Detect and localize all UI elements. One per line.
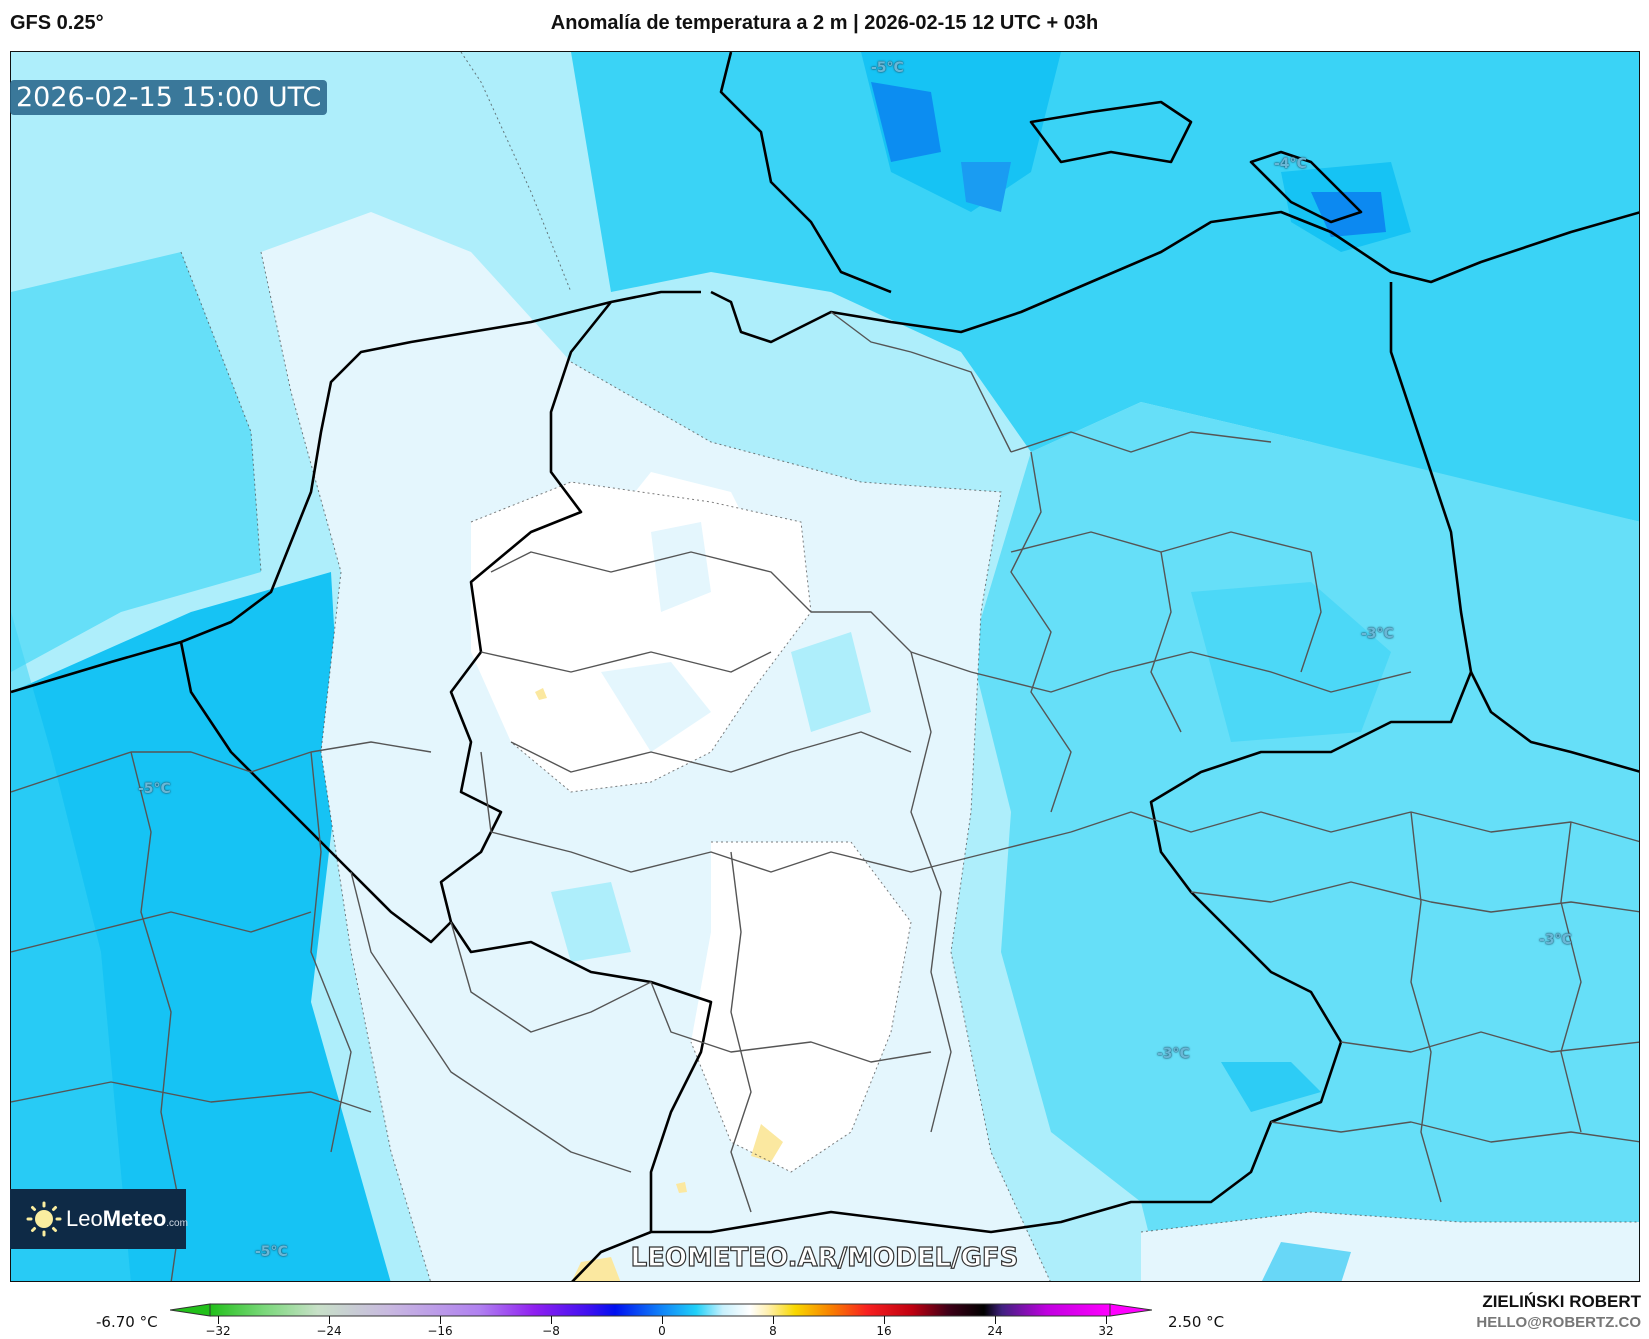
contour-label: -5°C [871, 60, 904, 76]
contour-label: -4°C [1274, 156, 1307, 172]
colorbar-max-value: 2.50 °C [1168, 1313, 1225, 1331]
colorbar-tick [329, 1316, 330, 1324]
colorbar-tick [1106, 1316, 1107, 1324]
colorbar-tick [773, 1316, 774, 1324]
colorbar-tick [662, 1316, 663, 1324]
leometeo-logo[interactable]: LeoMeteo.com [10, 1189, 188, 1249]
colorbar-tick [440, 1316, 441, 1324]
contour-label: -3°C [1157, 1046, 1190, 1062]
colorbar-tick [551, 1316, 552, 1324]
map-panel[interactable]: -5°C -4°C -5°C -3°C -3°C -3°C -5°C [10, 51, 1640, 1282]
colorbar-tick-label: −16 [427, 1324, 453, 1338]
contour-label: -5°C [138, 781, 171, 797]
colorbar-tick-label: −8 [542, 1324, 560, 1338]
valid-time-badge: 2026-02-15 15:00 UTC [10, 80, 328, 115]
chart-title: Anomalía de temperatura a 2 m | 2026-02-… [550, 12, 1099, 34]
logo-text: LeoMeteo.com [66, 1206, 188, 1231]
colorbar-tick-label: 24 [987, 1324, 1003, 1338]
model-label: GFS 0.25° [10, 12, 104, 34]
contour-label: -3°C [1539, 932, 1572, 948]
colorbar-min-value: -6.70 °C [96, 1313, 158, 1331]
colorbar [169, 1302, 1153, 1317]
colorbar-tick [884, 1316, 885, 1324]
colorbar-tick-label: −32 [205, 1324, 231, 1338]
colorbar-tick-label: 16 [876, 1324, 892, 1338]
author-credit: ZIELIŃSKI ROBERT HELLO@ROBERTZ.CO [1476, 1292, 1641, 1331]
watermark-url: LEOMETEO.AR/MODEL/GFS [630, 1242, 1019, 1273]
colorbar-tick [995, 1316, 996, 1324]
contour-label: -3°C [1361, 626, 1394, 642]
sun-icon [26, 1201, 62, 1237]
colorbar-tick [218, 1316, 219, 1324]
author-email[interactable]: HELLO@ROBERTZ.CO [1476, 1314, 1641, 1331]
colorbar-tick-label: 32 [1098, 1324, 1114, 1338]
author-name: ZIELIŃSKI ROBERT [1482, 1292, 1641, 1311]
colorbar-tick-label: −24 [316, 1324, 342, 1338]
anomaly-field [11, 52, 1639, 1281]
colorbar-tick-label: 8 [769, 1324, 777, 1338]
colorbar-tick-label: 0 [658, 1324, 666, 1338]
contour-label: -5°C [255, 1244, 288, 1260]
